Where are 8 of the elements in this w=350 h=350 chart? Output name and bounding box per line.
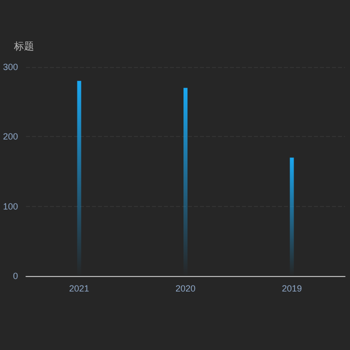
x-tick-label: 2019 <box>282 284 302 294</box>
y-tick-label: 0 <box>13 271 18 281</box>
x-tick-label: 2021 <box>69 284 90 294</box>
y-tick-label: 100 <box>2 201 18 212</box>
y-tick-label: 200 <box>2 132 18 142</box>
y-axis-title: 标题 <box>13 40 34 52</box>
x-tick-label: 2020 <box>175 284 196 294</box>
y-tick-label: 300 <box>2 62 18 72</box>
